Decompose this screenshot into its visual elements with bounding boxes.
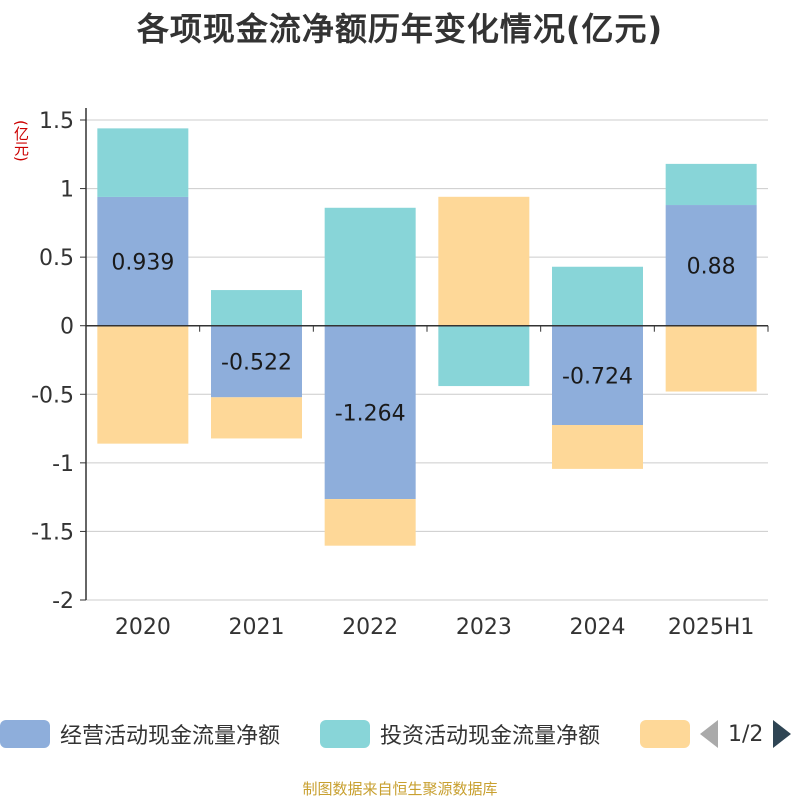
axes: 1.5 1 0.5 0 -0.5 -1 -1.5 -2 2020 2021 2022 2023 2024…: [31, 108, 769, 640]
data-label-2025H1: 0.88: [687, 254, 736, 279]
bar-2021-series-2: [211, 397, 302, 439]
bar-2022-series-2: [324, 499, 416, 546]
data-source-note: 制图数据来自恒生聚源数据库: [302, 780, 498, 798]
bar-2020-series-1: [97, 128, 189, 197]
data-label-2020: 0.939: [111, 250, 174, 275]
legend-page-indicator: 1/2: [728, 721, 764, 747]
legend-item-third[interactable]: [640, 714, 690, 754]
y-tick-label: 0: [60, 315, 74, 340]
grid-lines: [86, 119, 768, 601]
legend-swatch-investing: [320, 720, 370, 748]
y-tick-label: -1.5: [31, 520, 74, 545]
legend-item-investing[interactable]: 投资活动现金流量净额: [320, 714, 600, 754]
legend-label-operating: 经营活动现金流量净额: [60, 724, 281, 749]
bar-2020-series-0: [97, 196, 189, 326]
x-tick-label: 2024: [570, 615, 626, 640]
bar-2025H1-series-0: [665, 205, 757, 326]
legend-swatch-third: [640, 720, 690, 748]
data-label-2022: -1.264: [335, 401, 406, 426]
bar-2023-series-1: [438, 325, 530, 387]
data-label-2024: -0.724: [562, 364, 633, 389]
y-tick-label: 1: [60, 178, 74, 203]
bar-2025H1-series-1: [665, 163, 757, 206]
bar-2022-series-0: [324, 325, 416, 500]
y-tick-label: -1: [52, 452, 74, 477]
x-tick-label: 2023: [456, 615, 512, 640]
bar-2021-series-1: [211, 290, 302, 326]
x-tick-label: 2025H1: [668, 615, 755, 640]
bar-2023-series-2: [438, 196, 530, 326]
bar-2021-series-0: [211, 325, 302, 398]
bar-2020-series-2: [97, 325, 189, 444]
bar-2025H1-series-2: [665, 325, 757, 392]
bar-2024-series-0: [552, 325, 643, 426]
legend-next-icon[interactable]: [773, 720, 792, 748]
x-tick-label: 2020: [115, 615, 171, 640]
y-tick-label: 0.5: [39, 246, 74, 271]
data-label-2021: -0.522: [221, 351, 292, 376]
chart-title: 各项现金流净额历年变化情况(亿元): [136, 10, 664, 48]
legend-swatch-operating: [0, 720, 50, 748]
bars: [97, 128, 757, 546]
y-tick-label: -0.5: [31, 383, 74, 408]
bar-chart: 1.5 1 0.5 0 -0.5 -1 -1.5 -2 2020 2021 2022 2023 2024…: [31, 108, 769, 640]
y-tick-label: 1.5: [39, 109, 74, 134]
legend-pager: 1/2: [700, 714, 792, 754]
legend-prev-icon[interactable]: [700, 720, 718, 748]
x-tick-label: 2022: [342, 615, 398, 640]
y-tick-label: -2: [52, 589, 74, 614]
legend-item-operating[interactable]: 经营活动现金流量净额: [0, 714, 280, 754]
legend: 经营活动现金流量净额 投资活动现金流量净额 1/2: [0, 714, 800, 754]
bar-2022-series-1: [324, 207, 416, 326]
data-labels: 0.939 -0.522 -1.264 -0.724 0.88: [111, 250, 735, 426]
bar-2024-series-1: [552, 266, 643, 326]
y-axis-unit: (亿元): [12, 120, 30, 162]
bar-2024-series-2: [552, 425, 643, 469]
legend-label-investing: 投资活动现金流量净额: [380, 724, 601, 749]
x-tick-label: 2021: [229, 615, 285, 640]
